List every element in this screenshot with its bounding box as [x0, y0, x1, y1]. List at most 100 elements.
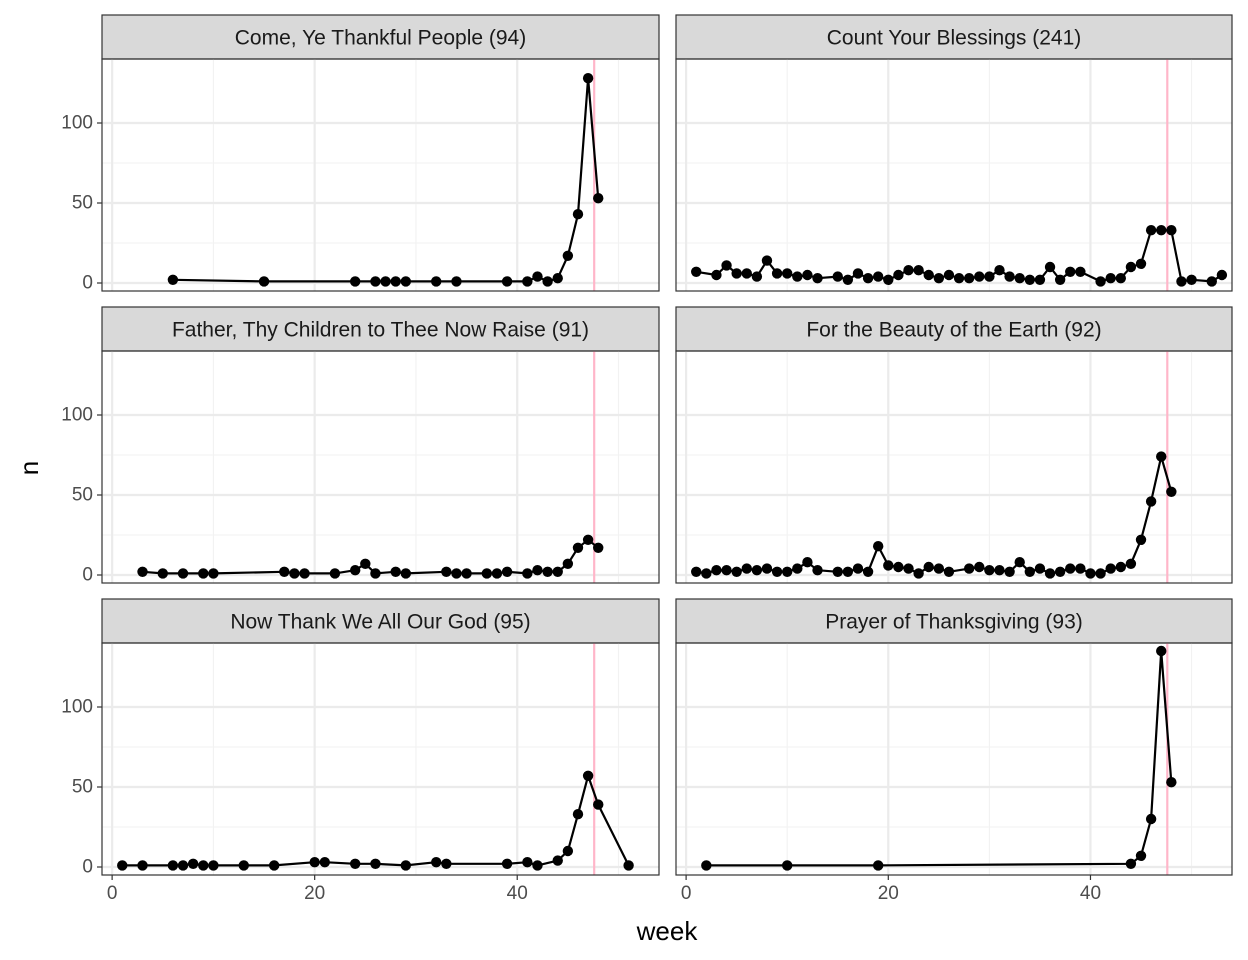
data-point — [501, 566, 513, 577]
data-point — [542, 566, 553, 577]
data-point — [1024, 566, 1036, 577]
y-tick-label: 100 — [61, 405, 93, 426]
panel-border — [101, 58, 660, 292]
data-point — [349, 565, 361, 576]
x-tick-label: 40 — [507, 883, 528, 904]
data-point — [137, 566, 148, 577]
data-point — [751, 565, 763, 576]
data-point — [582, 770, 594, 781]
plot-area — [102, 59, 659, 291]
data-point — [913, 568, 924, 579]
facet-panel: Come, Ye Thankful People (94) 0 50 100 — [61, 14, 660, 294]
facet-panel: Now Thank We All Our God (95) 0 50 100 0 20 40 — [61, 598, 660, 904]
data-point — [167, 860, 179, 871]
data-point — [903, 563, 914, 574]
data-point — [491, 568, 503, 579]
data-point — [370, 276, 381, 287]
data-point — [893, 269, 904, 281]
data-point — [1075, 563, 1086, 574]
data-point — [872, 271, 884, 282]
data-point — [792, 563, 803, 574]
data-point — [481, 568, 493, 579]
series-line — [142, 538, 599, 575]
data-point — [1145, 813, 1157, 825]
facet-panel: Father, Thy Children to Thee Now Raise (… — [61, 306, 660, 586]
x-axis-title: week — [636, 916, 699, 946]
data-point — [167, 274, 179, 285]
data-point — [691, 266, 702, 277]
data-point — [522, 276, 533, 287]
data-point — [1156, 225, 1167, 236]
facet-title: Prayer of Thanksgiving (93) — [825, 611, 1083, 634]
data-point — [1034, 274, 1046, 285]
data-point — [1014, 273, 1025, 284]
x-tick-label: 20 — [878, 883, 899, 904]
data-point — [177, 860, 189, 871]
data-point — [593, 799, 604, 810]
data-point — [1085, 568, 1096, 579]
data-point — [701, 860, 712, 871]
data-point — [299, 568, 310, 579]
data-point — [701, 568, 712, 579]
x-tick-label: 20 — [304, 883, 325, 904]
data-point — [562, 558, 574, 569]
data-point — [1044, 568, 1056, 579]
data-point — [1054, 566, 1066, 577]
data-point — [198, 568, 209, 579]
data-point — [177, 568, 189, 579]
data-point — [1034, 563, 1046, 574]
data-point — [883, 274, 894, 285]
data-point — [542, 276, 553, 287]
plot-area — [676, 59, 1232, 291]
data-point — [1115, 561, 1127, 573]
data-point — [268, 860, 280, 871]
data-point — [1105, 273, 1116, 284]
data-point — [974, 271, 985, 282]
data-point — [711, 269, 722, 281]
data-point — [1206, 276, 1217, 287]
panel-border — [101, 350, 660, 584]
data-point — [782, 268, 793, 279]
facet-panel: Count Your Blessings (241) — [675, 14, 1233, 292]
data-point — [862, 566, 874, 577]
facet-strip — [101, 14, 660, 60]
data-point — [751, 271, 763, 282]
series-line — [706, 649, 1173, 867]
data-point — [771, 566, 783, 577]
data-point — [400, 568, 412, 579]
data-point — [552, 566, 563, 577]
data-point — [157, 568, 168, 579]
data-point — [238, 860, 249, 871]
data-point — [451, 568, 462, 579]
data-point — [501, 858, 513, 869]
facet-panel: Prayer of Thanksgiving (93) 0 20 40 — [675, 598, 1233, 904]
data-point — [390, 566, 401, 577]
data-point — [802, 269, 813, 281]
data-point — [572, 209, 584, 220]
data-point — [893, 561, 904, 573]
data-point — [731, 566, 742, 577]
data-point — [431, 276, 442, 287]
data-point — [562, 845, 574, 857]
data-point — [771, 268, 783, 279]
data-point — [1095, 276, 1106, 287]
data-point — [974, 561, 985, 573]
data-point — [792, 271, 803, 282]
data-point — [872, 541, 884, 552]
data-point — [1065, 563, 1076, 574]
facet-title: Come, Ye Thankful People (94) — [235, 27, 526, 50]
facet-title: Now Thank We All Our God (95) — [230, 611, 530, 634]
data-point — [451, 276, 462, 287]
facet-title: Count Your Blessings (241) — [827, 27, 1082, 50]
data-point — [741, 563, 752, 574]
data-point — [1014, 557, 1025, 568]
data-point — [933, 563, 945, 574]
facet-strip — [101, 598, 660, 644]
data-point — [349, 858, 361, 869]
data-point — [1176, 276, 1187, 287]
data-point — [832, 271, 843, 282]
data-point — [721, 260, 732, 271]
series-line — [172, 77, 600, 283]
data-point — [1166, 225, 1177, 236]
data-point — [923, 269, 934, 281]
